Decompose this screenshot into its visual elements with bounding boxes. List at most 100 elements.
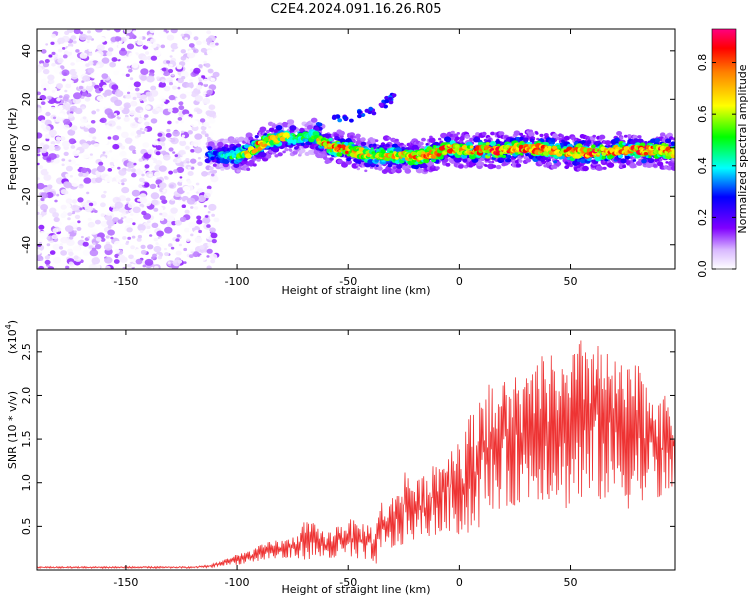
noise-speck [132, 206, 141, 214]
noise-speck [141, 210, 147, 216]
signal-cell [236, 143, 242, 148]
noise-speck [68, 261, 74, 266]
noise-speck [194, 188, 198, 192]
noise-speck [64, 89, 68, 93]
noise-speck [126, 240, 130, 244]
noise-speck [123, 216, 127, 219]
noise-speck [65, 198, 73, 204]
signal-cell [632, 159, 637, 162]
noise-speck [90, 120, 96, 124]
noise-speck [130, 132, 135, 136]
noise-speck [42, 62, 50, 68]
x-tick-label: 0 [456, 275, 463, 288]
noise-speck [52, 243, 61, 251]
noise-speck [88, 127, 96, 134]
noise-speck [64, 208, 71, 213]
signal-cell [664, 143, 669, 147]
noise-speck [108, 47, 114, 52]
noise-speck [185, 158, 190, 162]
signal-cell [520, 152, 524, 156]
noise-speck [178, 101, 184, 106]
noise-speck [37, 162, 40, 166]
signal-cell [259, 126, 267, 132]
noise-speck [70, 35, 77, 40]
noise-speck [38, 265, 44, 269]
noise-speck [174, 154, 179, 158]
noise-speck [109, 30, 117, 36]
noise-speck [120, 47, 126, 52]
noise-speck [170, 246, 175, 250]
noise-speck [139, 230, 144, 233]
noise-speck [114, 201, 124, 209]
noise-speck [62, 96, 69, 102]
noise-speck [104, 214, 113, 221]
noise-speck [135, 258, 143, 265]
noise-speck [66, 46, 74, 52]
noise-speck [132, 222, 136, 226]
noise-speck [51, 51, 56, 56]
noise-speck [127, 91, 131, 95]
noise-speck [159, 182, 167, 189]
noise-speck [153, 245, 162, 253]
noise-speck [163, 85, 171, 92]
signal-cell [430, 154, 437, 159]
noise-speck [63, 151, 69, 156]
signal-cell [272, 146, 280, 153]
x-tick-label: -100 [225, 275, 250, 288]
noise-speck [131, 238, 135, 242]
noise-speck [67, 217, 71, 221]
signal-cell [412, 144, 419, 150]
noise-speck [114, 29, 121, 33]
noise-speck [43, 87, 47, 91]
noise-speck [155, 160, 163, 166]
noise-speck [37, 256, 44, 261]
noise-speck [103, 190, 107, 194]
signal-cell [623, 134, 628, 138]
signal-cell [310, 117, 318, 123]
signal-cell [602, 166, 607, 170]
noise-speck [41, 49, 47, 54]
noise-speck [205, 215, 209, 218]
noise-speck [169, 63, 173, 67]
signal-cell [519, 136, 524, 141]
noise-speck [57, 48, 63, 53]
noise-speck [100, 156, 107, 161]
noise-speck [146, 55, 152, 61]
noise-speck [202, 40, 207, 44]
noise-speck [120, 217, 124, 220]
noise-speck [154, 171, 162, 178]
noise-speck [114, 99, 123, 107]
noise-speck [180, 49, 186, 54]
noise-speck [131, 123, 136, 127]
colorbar: 0.00.20.40.60.8 Normalized spectral ampl… [696, 28, 749, 278]
noise-speck [121, 131, 129, 138]
noise-speck [138, 36, 143, 40]
noise-speck [47, 74, 55, 81]
noise-speck [128, 52, 137, 60]
y-tick-label: 0.5 [20, 518, 33, 536]
noise-speck [175, 120, 179, 124]
branch-point [371, 111, 377, 116]
signal-cell [528, 131, 535, 137]
noise-speck [92, 52, 101, 60]
noise-speck [206, 49, 215, 56]
noise-speck [182, 154, 189, 160]
spectrogram-plot-area [37, 29, 675, 269]
signal-cell [438, 137, 442, 141]
noise-speck [200, 125, 207, 131]
noise-speck [89, 249, 99, 257]
noise-speck [100, 117, 107, 124]
noise-speck [193, 144, 198, 147]
noise-speck [152, 140, 159, 146]
noise-speck [160, 142, 166, 146]
noise-speck [206, 30, 212, 35]
signal-cell [418, 141, 424, 146]
noise-speck [78, 172, 84, 177]
noise-speck [109, 150, 113, 153]
noise-speck [112, 135, 120, 141]
noise-speck [79, 183, 83, 187]
noise-speck [176, 234, 181, 238]
noise-speck [46, 243, 51, 247]
noise-speck [118, 40, 123, 44]
